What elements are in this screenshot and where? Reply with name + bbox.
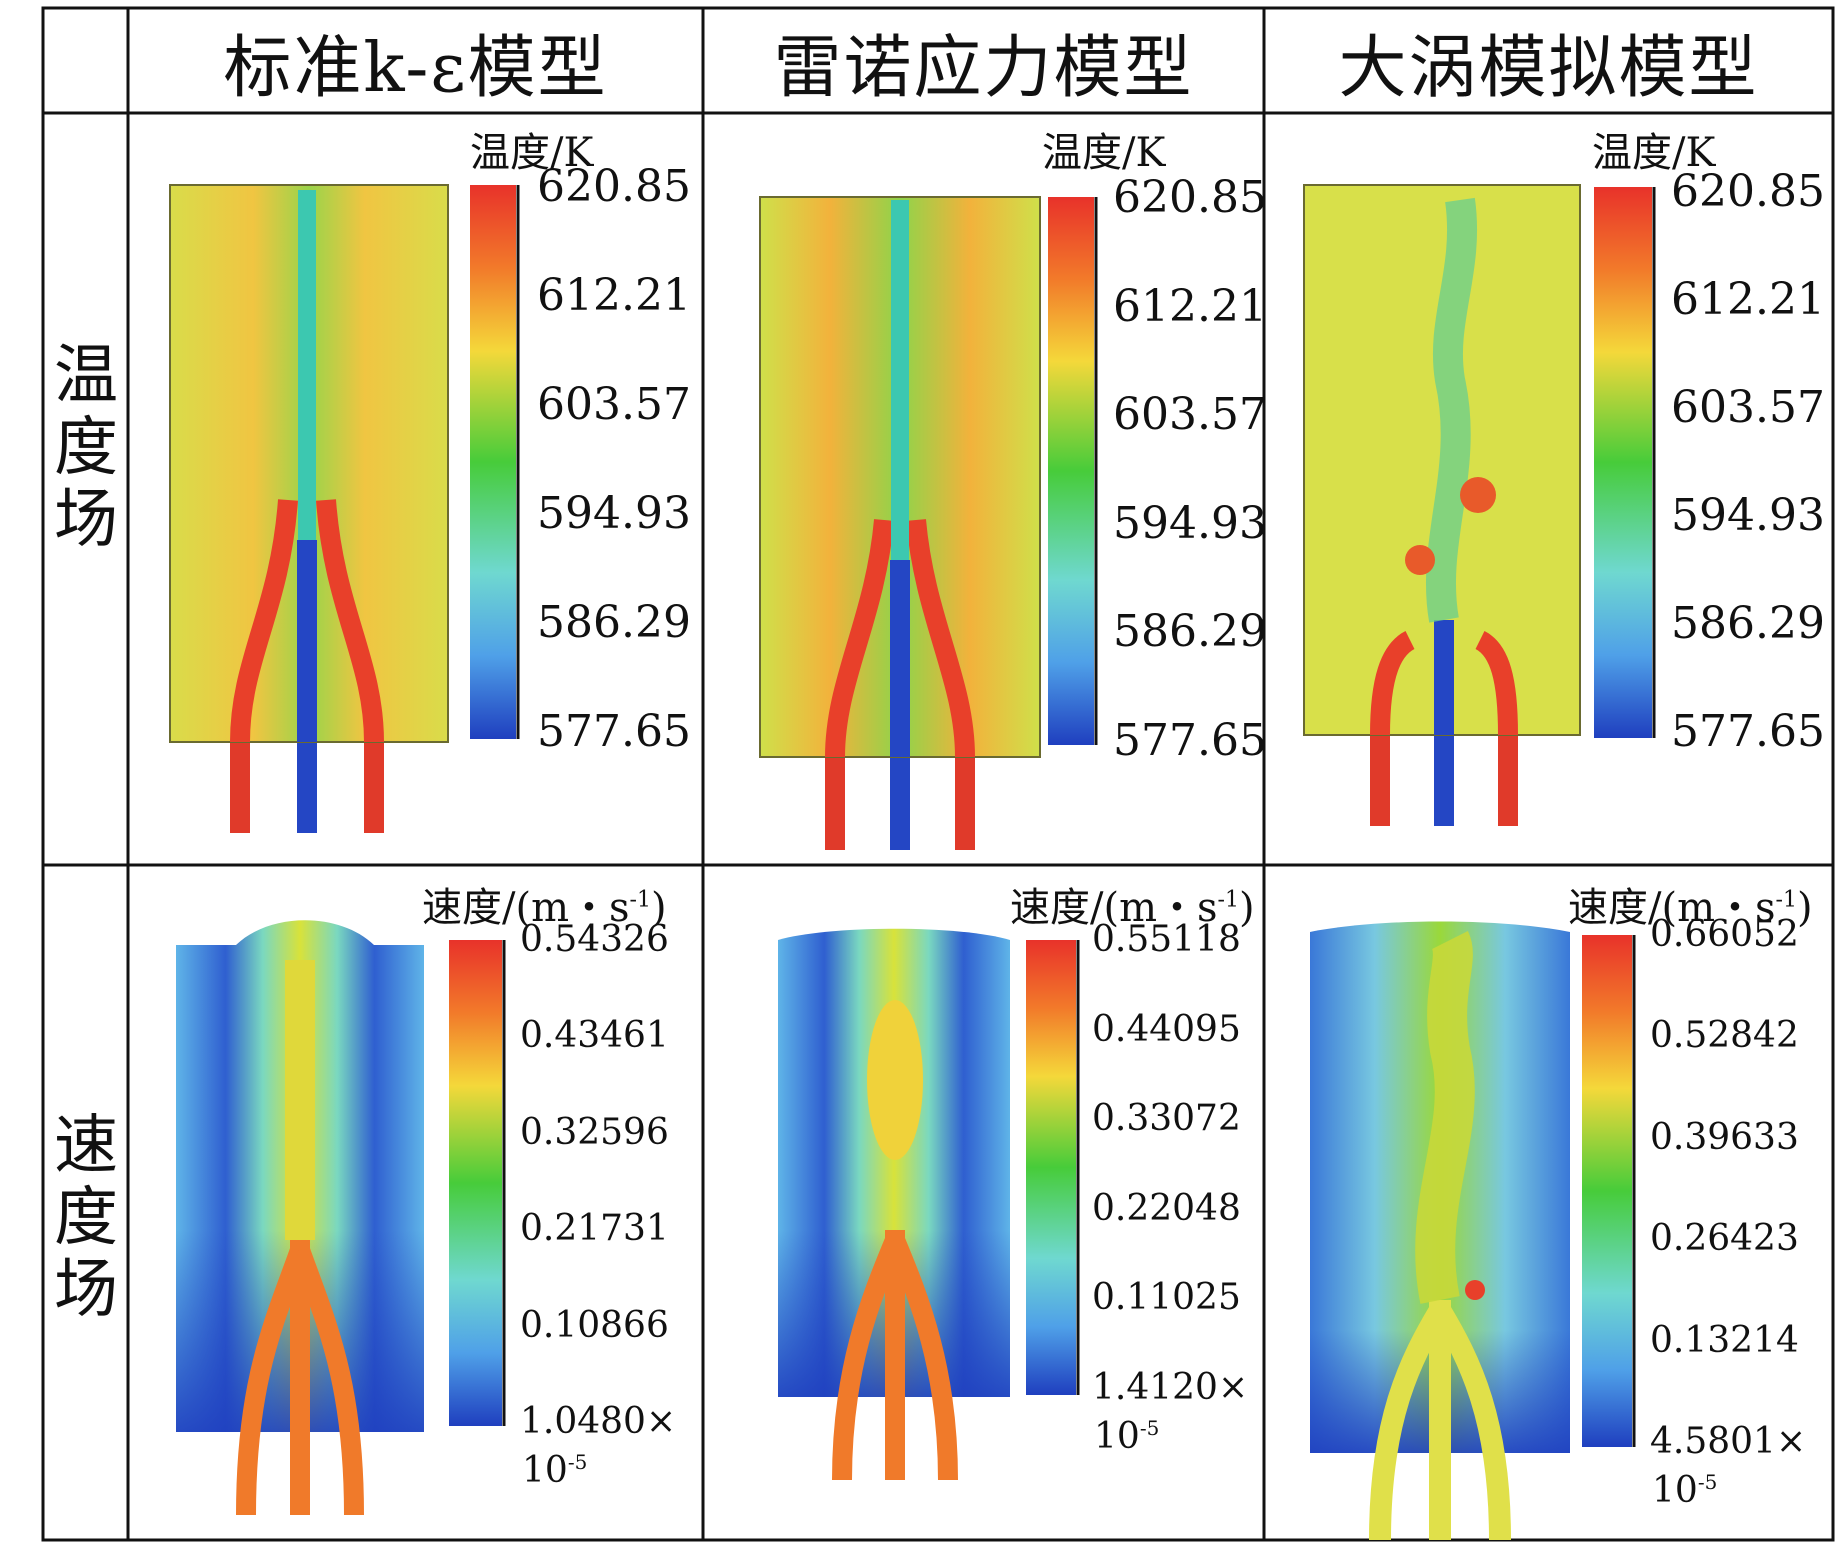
velocity-field-panel-2 [778,928,1010,1481]
velocity-tick-label: 0.54326 [520,919,669,960]
temperature-tick-label: 603.57 [1113,389,1267,441]
temperature-tick-label: 577.65 [537,706,691,757]
velocity-field-panel-3 [1310,921,1570,1541]
temperature-tick-label: 603.57 [1671,382,1825,433]
temperature-tick-label: 620.85 [1113,172,1267,223]
velocity-colorbar-1 [449,940,506,1426]
header-k-epsilon: 标准k-ε模型 [223,29,608,108]
velocity-tick-label: 0.52842 [1650,1015,1799,1057]
temperature-colorbar-2 [1048,197,1098,745]
velocity-tick-label: 0.33072 [1092,1098,1241,1140]
temperature-tick-label: 603.57 [537,379,691,430]
velocity-colorbar-title-1: 速度/(m・s-1) [422,885,667,931]
velocity-tick-label: 1.4120× [1092,1367,1249,1408]
header-reynolds-stress: 雷诺应力模型 [773,29,1194,108]
temperature-colorbar-title-2: 温度/K [1042,130,1166,176]
temperature-colorbar-title-1: 温度/K [470,130,594,176]
temperature-tick-label: 594.93 [1113,497,1267,549]
temperature-tick-label: 586.29 [1113,606,1267,658]
temperature-colorbar-3 [1594,187,1656,738]
velocity-colorbar-title-3: 速度/(m・s-1) [1568,885,1813,931]
row-label-velocity: 速度场 [54,1109,118,1327]
temperature-tick-label: 612.21 [1671,274,1825,325]
velocity-tick-label: 4.5801× [1650,1421,1807,1462]
velocity-tick-label: 0.10866 [520,1304,669,1346]
temperature-field-panel-3 [1303,184,1581,826]
velocity-exponent-label: 10-5 [522,1450,588,1491]
temperature-tick-label: 620.85 [1671,166,1825,217]
velocity-tick-label: 0.26423 [1650,1218,1799,1260]
temperature-tick-label: 594.93 [537,488,691,539]
temperature-tick-label: 612.21 [1113,280,1267,332]
velocity-tick-label: 0.13214 [1650,1319,1799,1361]
velocity-tick-label: 0.22048 [1092,1187,1241,1229]
velocity-tick-label: 0.43461 [520,1015,669,1057]
temperature-tick-label: 612.21 [537,270,691,321]
velocity-colorbar-title-2: 速度/(m・s-1) [1010,885,1255,931]
table-grid [41,6,1835,1542]
velocity-tick-label: 0.11025 [1092,1277,1241,1319]
temperature-tick-label: 586.29 [537,597,691,648]
temperature-tick-label: 577.65 [1113,715,1267,766]
velocity-tick-label: 1.0480× [520,1401,677,1442]
velocity-tick-label: 0.44095 [1092,1008,1241,1050]
temperature-tick-label: 586.29 [1671,598,1825,649]
velocity-tick-label: 0.39633 [1650,1116,1799,1158]
velocity-field-panel-1 [176,920,424,1516]
temperature-field-panel-2 [759,196,1041,850]
temperature-tick-label: 577.65 [1671,706,1825,757]
temperature-tick-label: 594.93 [1671,490,1825,541]
temperature-colorbar-title-3: 温度/K [1592,130,1716,176]
temperature-field-panel-1 [169,184,449,833]
velocity-tick-label: 0.21731 [520,1208,669,1250]
velocity-tick-label: 0.55118 [1092,919,1241,960]
velocity-colorbar-2 [1026,940,1080,1395]
velocity-colorbar-3 [1582,935,1636,1447]
temperature-colorbar-1 [470,185,520,739]
temperature-tick-label: 620.85 [537,161,691,212]
velocity-tick-label: 0.32596 [520,1111,669,1153]
header-les: 大涡模拟模型 [1338,29,1759,108]
row-label-temperature: 温度场 [54,339,118,557]
velocity-exponent-label: 10-5 [1094,1416,1160,1457]
velocity-exponent-label: 10-5 [1652,1470,1718,1511]
velocity-tick-label: 0.66052 [1650,914,1799,955]
